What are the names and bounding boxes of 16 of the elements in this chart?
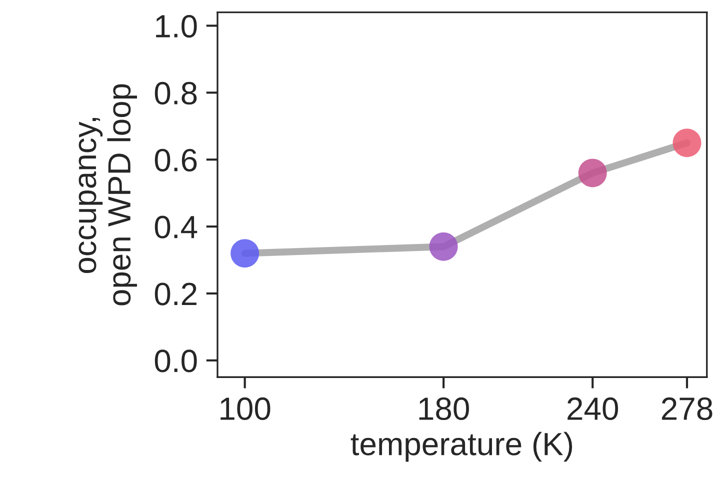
point — [578, 158, 607, 188]
y-tick-label: 0.4 — [154, 216, 198, 238]
y-tick-label: 0.0 — [154, 350, 197, 372]
x-tick-label: 180 — [419, 397, 469, 420]
y-tick-label: 0.2 — [154, 282, 196, 306]
y-tick-label: 1.0 — [156, 14, 197, 38]
point — [230, 239, 260, 268]
y-tick-label: 0.8 — [154, 82, 197, 105]
y-axis-title: occupancy, open WPD loop — [78, 84, 137, 306]
y-tick-label: 0.6 — [154, 148, 197, 172]
x-tick-label: 240 — [568, 397, 618, 420]
x-tick-label: 278 — [662, 397, 712, 420]
x-tick-label: 100 — [220, 397, 270, 420]
point — [672, 128, 702, 158]
point — [429, 232, 458, 261]
x-axis-title: temperature (K) — [350, 432, 572, 462]
